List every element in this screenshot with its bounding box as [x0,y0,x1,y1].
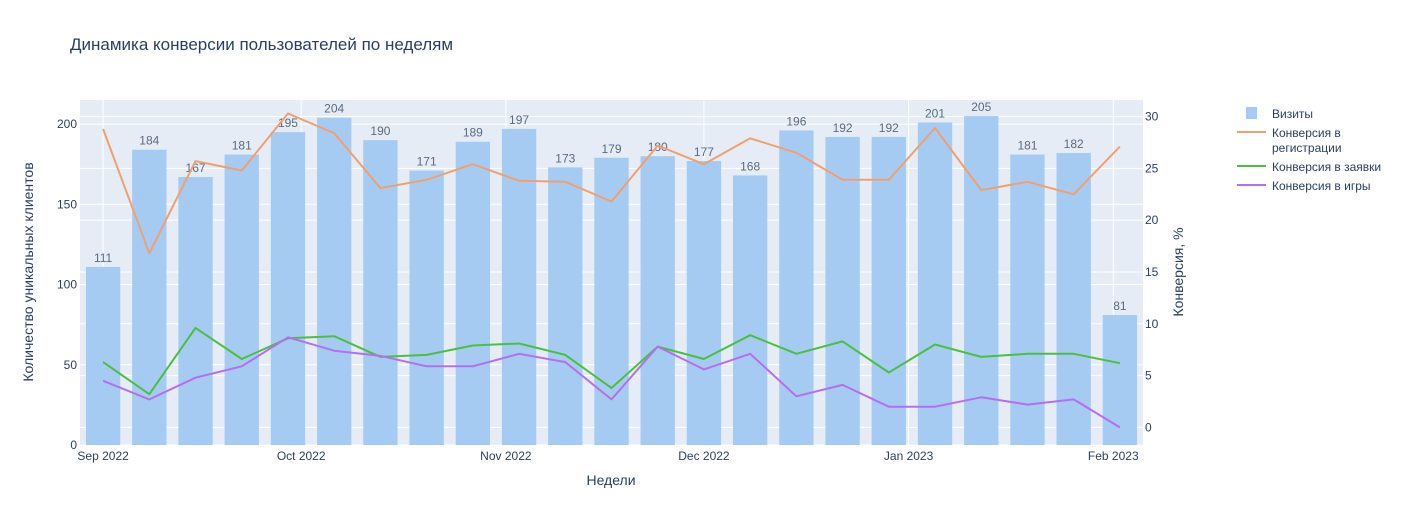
x-tick-label: Feb 2023 [1088,449,1139,463]
bar-value-label: 182 [1064,137,1084,151]
bar [85,266,121,445]
legend-label-line: Конверсия в [1272,126,1341,140]
bar-value-label: 190 [370,124,390,138]
bar [409,170,444,445]
bar [1056,152,1091,445]
legend-swatch-bar [1246,107,1257,119]
legend-label-line: Конверсия в игры [1272,179,1371,193]
x-tick-label: Jan 2023 [884,449,934,463]
bar [871,136,906,445]
bar-value-label: 181 [232,139,252,153]
bar-value-label: 205 [971,100,991,114]
bar [363,140,398,445]
bar-value-label: 168 [740,159,760,173]
bar [1010,154,1045,445]
bar-value-label: 111 [94,251,113,265]
bar-value-label: 192 [833,121,853,135]
bar [317,117,352,446]
bar [270,132,306,445]
y-tick-label: 50 [64,358,78,372]
bar [594,157,629,445]
series-line [102,336,1121,429]
series-line [102,112,1121,255]
y2-axis-ticks: 0 5 10 15 20 25 30 [1145,110,1159,435]
legend: Визиты Конверсия в регистрации Конверсия в … [1237,107,1381,193]
line-series [102,112,1121,429]
legend-label: Конверсия в заявки [1272,160,1381,174]
y-tick-label: 150 [57,197,77,211]
bar-series [85,116,1138,446]
legend-label: Конверсия в игры [1272,179,1371,193]
y2-axis-label: Конверсия, % [1170,227,1186,316]
series-line [102,326,1121,396]
chart-title: Динамика конверсии пользователей по неде… [70,35,453,54]
bar [686,160,722,445]
bar-value-label: 197 [509,113,529,127]
x-tick-label: Oct 2022 [277,449,326,463]
legend-label-line: регистрации [1272,141,1342,155]
bar-value-label: 196 [786,114,806,128]
bar [964,116,999,445]
bar-value-label: 201 [925,106,945,120]
bar [1102,315,1138,445]
bar [132,149,167,445]
legend-label-line: Конверсия в заявки [1272,160,1381,174]
y2-tick-label: 20 [1145,213,1159,227]
bar-value-label: 181 [1017,139,1037,153]
bar-value-label: 184 [139,134,159,148]
bar-value-label: 189 [463,126,483,140]
bar-value-label: 204 [324,102,344,116]
bar [779,130,814,445]
bar [825,136,860,445]
y-tick-label: 0 [70,438,77,452]
bar-value-label: 81 [1113,299,1127,313]
bar-value-label: 177 [694,145,714,159]
bar [732,175,768,445]
x-axis-label: Недели [586,472,635,488]
bar-value-label: 192 [879,121,899,135]
x-tick-label: Sep 2022 [77,449,129,463]
x-axis-ticks: Sep 2022 Oct 2022 Nov 2022 Dec 2022 Jan 2023… [77,449,1139,463]
bar-value-label: 173 [555,151,575,165]
y2-tick-label: 0 [1145,420,1152,434]
y2-tick-label: 15 [1145,265,1159,279]
x-tick-label: Nov 2022 [480,449,532,463]
y-tick-label: 200 [57,117,77,131]
y-tick-label: 100 [57,278,77,292]
bar [455,141,491,445]
bar [640,156,675,446]
y2-tick-label: 10 [1145,317,1159,331]
y-axis-ticks: 0 50 100 150 200 [57,117,77,452]
y2-tick-label: 30 [1145,110,1159,124]
y2-tick-label: 25 [1145,161,1159,175]
bar-value-label: 179 [601,142,621,156]
y2-tick-label: 5 [1145,369,1152,383]
bar [224,154,259,445]
bar-value-label: 180 [648,140,668,154]
bar-value-label: 171 [417,155,437,169]
legend-label: Визиты [1272,107,1313,121]
legend-label-line: Визиты [1272,107,1313,121]
y-axis-label: Количество уникальных клиентов [20,162,36,381]
bar [178,177,213,445]
x-tick-label: Dec 2022 [678,449,730,463]
bar [548,167,583,445]
bar [917,122,953,445]
legend-label: Конверсия в регистрации [1272,126,1342,155]
